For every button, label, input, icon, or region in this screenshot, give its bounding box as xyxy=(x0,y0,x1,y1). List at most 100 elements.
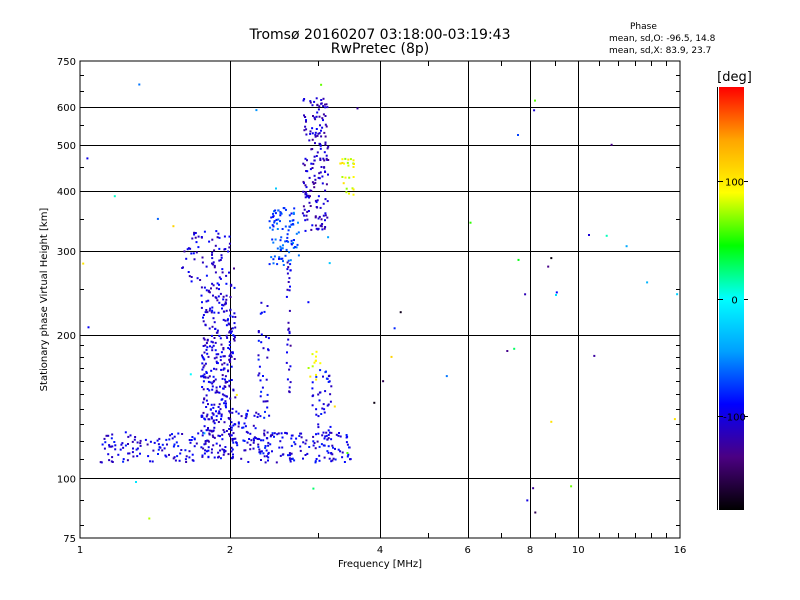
scatter-point xyxy=(180,449,183,451)
scatter-point xyxy=(202,345,205,347)
scatter-point xyxy=(327,173,329,176)
scatter-point xyxy=(325,157,328,160)
scatter-point xyxy=(114,448,117,451)
scatter-point xyxy=(181,433,184,435)
scatter-point xyxy=(117,453,120,456)
scatter-point xyxy=(103,447,106,450)
scatter-point xyxy=(311,132,314,135)
scatter-point xyxy=(318,215,321,218)
scatter-point xyxy=(272,241,275,244)
scatter-point xyxy=(193,258,196,261)
scatter-point xyxy=(135,481,137,483)
scatter-point xyxy=(260,333,263,336)
scatter-point xyxy=(268,263,271,266)
scatter-point xyxy=(202,411,205,414)
scatter-point xyxy=(320,129,322,132)
scatter-point xyxy=(184,458,187,461)
scatter-point xyxy=(334,458,337,461)
scatter-point xyxy=(211,349,214,352)
scatter-point xyxy=(322,119,324,122)
scatter-point xyxy=(302,162,305,165)
scatter-point xyxy=(195,241,198,244)
scatter-point xyxy=(233,312,236,315)
scatter-point xyxy=(158,446,161,449)
scatter-point xyxy=(129,434,132,437)
scatter-point xyxy=(215,360,218,363)
scatter-point xyxy=(257,446,260,448)
scatter-point xyxy=(175,441,178,444)
scatter-point xyxy=(148,517,151,520)
scatter-point xyxy=(313,100,316,103)
scatter-point xyxy=(222,348,225,351)
scatter-point xyxy=(244,417,247,420)
colorbar xyxy=(719,87,744,510)
scatter-point xyxy=(304,442,307,445)
x-tick-label: 8 xyxy=(527,545,533,556)
scatter-point xyxy=(200,306,203,309)
scatter-point xyxy=(346,443,349,446)
scatter-point xyxy=(230,379,233,381)
x-tick-label: 10 xyxy=(572,545,585,556)
scatter-point xyxy=(323,456,326,459)
scatter-point xyxy=(210,416,213,419)
scatter-point xyxy=(257,437,259,440)
chart-subtitle: RwPretec (8p) xyxy=(330,41,430,57)
scatter-point xyxy=(205,309,208,311)
scatter-point xyxy=(302,457,304,460)
scatter-point xyxy=(230,355,233,358)
scatter-point xyxy=(351,187,354,190)
scatter-point xyxy=(279,212,282,214)
scatter-point xyxy=(316,151,319,154)
x-tick-label: 1 xyxy=(77,545,83,556)
scatter-point xyxy=(266,356,269,359)
scatter-point xyxy=(323,408,326,411)
scatter-point xyxy=(318,115,321,118)
scatter-point xyxy=(234,396,237,399)
scatter-point xyxy=(223,431,226,434)
scatter-point xyxy=(200,414,203,417)
scatter-point xyxy=(223,394,226,397)
scatter-point xyxy=(227,347,230,349)
scatter-point xyxy=(264,461,267,464)
scatter-point xyxy=(229,353,232,356)
scatter-point xyxy=(234,316,237,318)
scatter-point xyxy=(303,164,306,167)
scatter-point xyxy=(534,99,536,102)
scatter-point xyxy=(339,435,342,438)
scatter-point xyxy=(325,431,328,434)
scatter-point xyxy=(315,408,318,411)
scatter-point xyxy=(271,434,274,436)
scatter-point xyxy=(272,262,275,265)
scatter-point xyxy=(158,437,161,440)
scatter-point xyxy=(204,449,207,452)
scatter-point xyxy=(230,330,233,333)
scatter-point xyxy=(312,435,315,438)
scatter-point xyxy=(267,348,269,351)
scatter-point xyxy=(286,233,289,236)
scatter-point xyxy=(100,461,103,464)
scatter-point xyxy=(168,438,171,441)
scatter-point xyxy=(231,439,234,442)
scatter-point xyxy=(324,219,326,222)
scatter-point xyxy=(322,403,325,406)
scatter-point xyxy=(273,432,276,435)
scatter-point xyxy=(215,368,218,371)
scatter-point xyxy=(294,246,297,249)
scatter-point xyxy=(279,220,281,223)
scatter-point xyxy=(222,453,225,456)
scatter-point xyxy=(290,437,293,440)
scatter-point xyxy=(205,265,208,268)
scatter-point xyxy=(202,357,205,360)
scatter-point xyxy=(187,247,190,250)
scatter-point xyxy=(324,170,326,173)
scatter-point xyxy=(274,209,277,212)
scatter-point xyxy=(191,237,194,240)
scatter-point xyxy=(257,374,260,377)
scatter-point xyxy=(289,460,292,463)
scatter-point xyxy=(289,263,292,266)
scatter-point xyxy=(263,310,266,313)
scatter-point xyxy=(316,199,319,202)
scatter-point xyxy=(307,367,310,369)
scatter-point xyxy=(220,398,223,401)
scatter-point xyxy=(286,272,289,275)
